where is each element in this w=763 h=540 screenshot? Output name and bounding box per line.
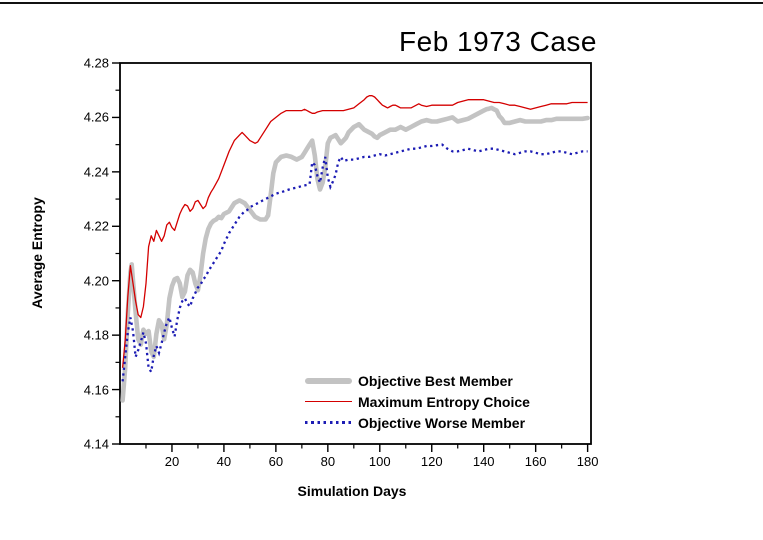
y-tick-label: 4.18	[83, 327, 109, 343]
legend-marker-maximum-entropy-choice	[305, 400, 352, 403]
series-objective-worse-member	[121, 143, 588, 382]
x-tick-label: 120	[420, 454, 443, 469]
top-divider-line	[0, 2, 763, 4]
series-objective-best-member	[120, 105, 590, 403]
x-tick-label: 40	[216, 454, 232, 469]
x-tick-label: 20	[164, 454, 180, 469]
y-tick-label: 4.26	[83, 109, 109, 125]
x-tick-label: 140	[472, 454, 495, 469]
legend-label: Maximum Entropy Choice	[358, 393, 530, 410]
legend-label: Objective Worse Member	[358, 414, 526, 431]
y-tick-label: 4.24	[83, 164, 109, 180]
y-tick-label: 4.14	[83, 436, 109, 452]
x-axis-title: Simulation Days	[297, 483, 407, 499]
y-tick-label: 4.28	[83, 55, 109, 71]
legend-marker-objective-worse-member	[305, 421, 352, 424]
x-tick-label: 100	[368, 454, 391, 469]
x-tick-label: 180	[576, 454, 599, 469]
y-tick-label: 4.16	[83, 382, 109, 398]
x-tick-label: 80	[320, 454, 336, 469]
x-tick-label: 60	[268, 454, 284, 469]
y-axis-title: Average Entropy	[29, 197, 45, 309]
x-tick-label: 160	[524, 454, 547, 469]
legend-item: Maximum Entropy Choice	[305, 391, 530, 412]
legend-label: Objective Best Member	[358, 372, 513, 389]
legend-item: Objective Best Member	[305, 370, 530, 391]
series-maximum-entropy-choice	[121, 95, 588, 368]
chart-title: Feb 1973 Case	[399, 26, 597, 57]
legend-marker-objective-best-member	[305, 377, 352, 384]
y-tick-label: 4.20	[83, 273, 109, 289]
y-tick-label: 4.22	[83, 218, 109, 234]
legend: Objective Best Member Maximum Entropy Ch…	[305, 370, 530, 433]
legend-item: Objective Worse Member	[305, 412, 530, 433]
